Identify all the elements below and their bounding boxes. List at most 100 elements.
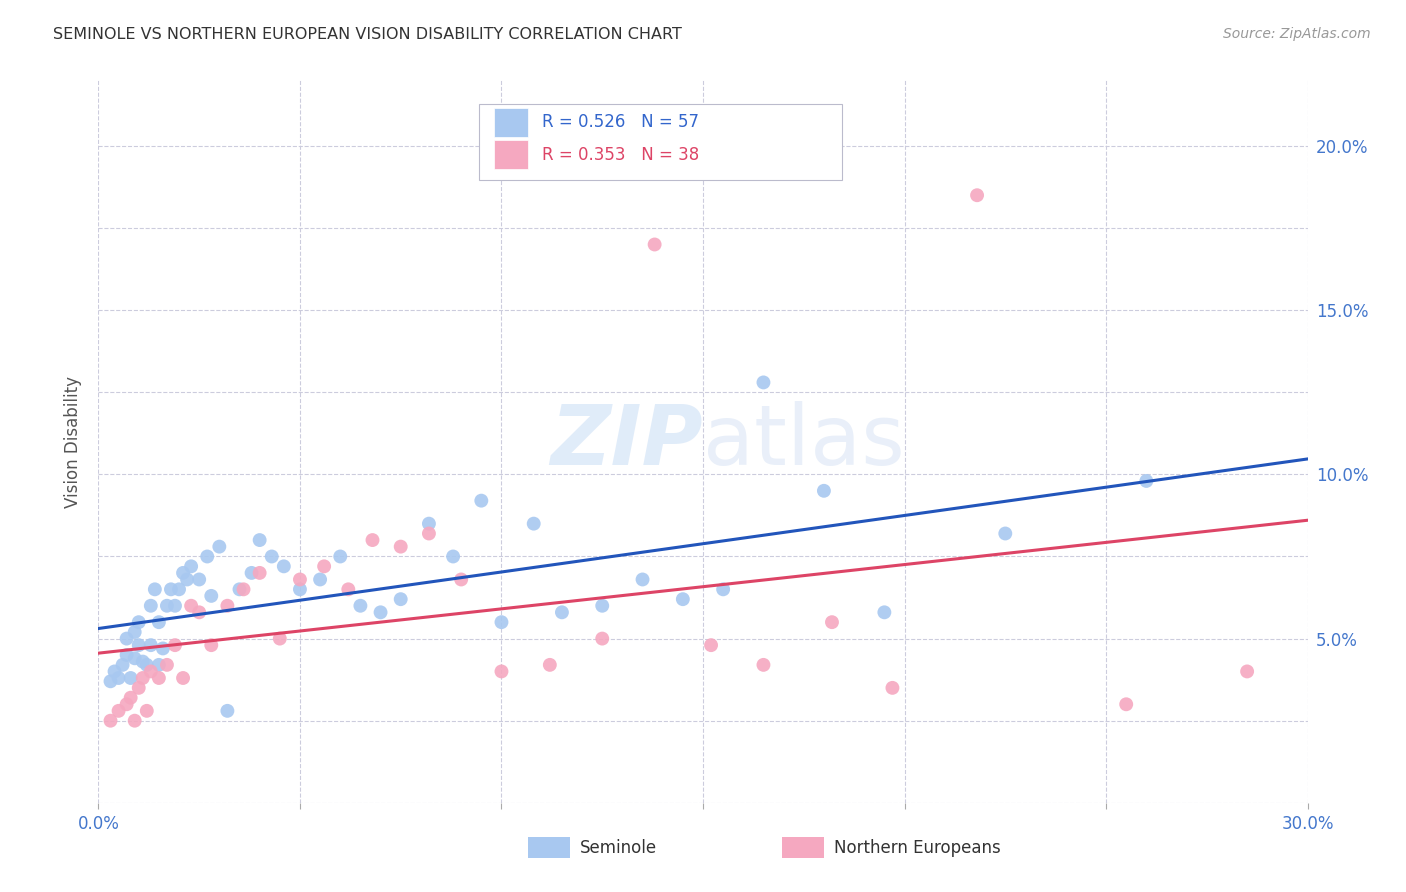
Point bbox=[644, 237, 666, 252]
Point bbox=[491, 615, 513, 630]
Point bbox=[538, 657, 561, 672]
Point bbox=[672, 592, 695, 607]
Point bbox=[135, 704, 157, 718]
Point bbox=[228, 582, 250, 597]
Point bbox=[148, 657, 170, 672]
Point bbox=[273, 559, 295, 574]
Point bbox=[115, 632, 138, 646]
Point bbox=[163, 599, 186, 613]
Point bbox=[139, 599, 162, 613]
Point bbox=[882, 681, 904, 695]
Point bbox=[491, 665, 513, 679]
Point bbox=[752, 376, 775, 390]
Point bbox=[124, 651, 146, 665]
Point bbox=[107, 671, 129, 685]
Text: Northern Europeans: Northern Europeans bbox=[834, 838, 1000, 856]
Point bbox=[1236, 665, 1258, 679]
Point bbox=[111, 657, 134, 672]
Point bbox=[180, 559, 202, 574]
Point bbox=[120, 671, 142, 685]
Point bbox=[1135, 474, 1157, 488]
Point bbox=[167, 582, 190, 597]
Point bbox=[135, 657, 157, 672]
Point bbox=[591, 632, 613, 646]
Point bbox=[120, 690, 142, 705]
Point bbox=[208, 540, 231, 554]
FancyBboxPatch shape bbox=[494, 108, 527, 136]
Point bbox=[200, 638, 222, 652]
Point bbox=[152, 641, 174, 656]
Y-axis label: Vision Disability: Vision Disability bbox=[65, 376, 83, 508]
Point bbox=[124, 714, 146, 728]
Point bbox=[288, 573, 311, 587]
Point bbox=[100, 714, 122, 728]
Point bbox=[163, 638, 186, 652]
Point bbox=[188, 573, 211, 587]
Point bbox=[200, 589, 222, 603]
Point bbox=[217, 704, 239, 718]
Point bbox=[389, 540, 412, 554]
Point bbox=[103, 665, 125, 679]
Point bbox=[1115, 698, 1137, 712]
Point bbox=[269, 632, 291, 646]
Text: Source: ZipAtlas.com: Source: ZipAtlas.com bbox=[1223, 27, 1371, 41]
Point bbox=[128, 638, 150, 652]
Point bbox=[314, 559, 336, 574]
Point bbox=[337, 582, 360, 597]
Point bbox=[188, 605, 211, 619]
Point bbox=[180, 599, 202, 613]
Point bbox=[631, 573, 654, 587]
Point bbox=[418, 526, 440, 541]
Point bbox=[349, 599, 371, 613]
Point bbox=[115, 648, 138, 662]
Point bbox=[148, 671, 170, 685]
Point bbox=[132, 671, 155, 685]
FancyBboxPatch shape bbox=[494, 140, 527, 169]
Point bbox=[124, 625, 146, 640]
Point bbox=[132, 655, 155, 669]
Point bbox=[232, 582, 254, 597]
FancyBboxPatch shape bbox=[782, 837, 824, 858]
Point bbox=[107, 704, 129, 718]
Point bbox=[288, 582, 311, 597]
FancyBboxPatch shape bbox=[479, 104, 842, 180]
Point bbox=[813, 483, 835, 498]
Point bbox=[172, 566, 194, 580]
Point bbox=[821, 615, 844, 630]
Point bbox=[523, 516, 546, 531]
Point bbox=[752, 657, 775, 672]
Point bbox=[128, 615, 150, 630]
Point bbox=[172, 671, 194, 685]
Point bbox=[873, 605, 896, 619]
Point bbox=[329, 549, 352, 564]
Point bbox=[240, 566, 263, 580]
Point bbox=[249, 566, 271, 580]
Point bbox=[128, 681, 150, 695]
Text: ZIP: ZIP bbox=[550, 401, 703, 482]
Point bbox=[217, 599, 239, 613]
Point bbox=[389, 592, 412, 607]
Point bbox=[994, 526, 1017, 541]
Point bbox=[441, 549, 464, 564]
Point bbox=[160, 582, 183, 597]
Point bbox=[176, 573, 198, 587]
Point bbox=[139, 665, 162, 679]
Point bbox=[418, 516, 440, 531]
Point bbox=[450, 573, 472, 587]
Point bbox=[148, 615, 170, 630]
Point bbox=[143, 582, 166, 597]
Point bbox=[156, 599, 179, 613]
Point bbox=[966, 188, 988, 202]
FancyBboxPatch shape bbox=[527, 837, 569, 858]
Text: R = 0.353   N = 38: R = 0.353 N = 38 bbox=[543, 145, 699, 164]
Point bbox=[700, 638, 723, 652]
Point bbox=[139, 638, 162, 652]
Point bbox=[711, 582, 734, 597]
Point bbox=[309, 573, 332, 587]
Point bbox=[156, 657, 179, 672]
Point bbox=[249, 533, 271, 547]
Point bbox=[260, 549, 283, 564]
Point bbox=[361, 533, 384, 547]
Point bbox=[470, 493, 492, 508]
Point bbox=[100, 674, 122, 689]
